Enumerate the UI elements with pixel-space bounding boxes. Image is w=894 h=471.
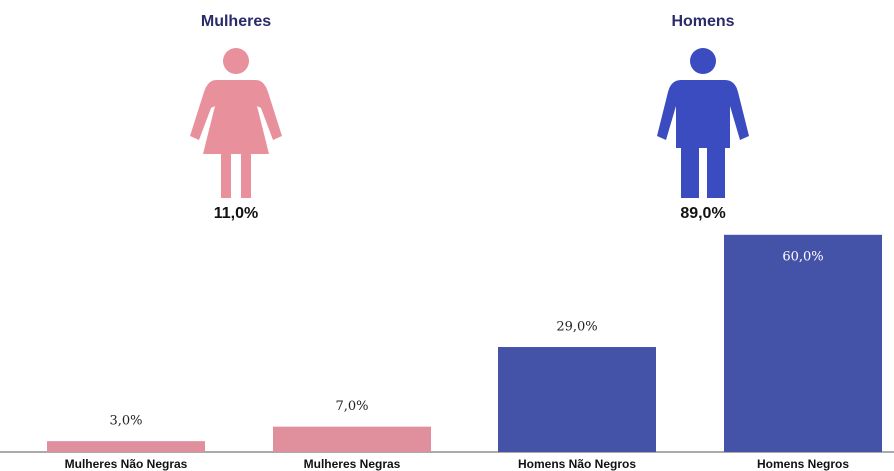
group-value: 11,0%: [214, 205, 258, 222]
person-icon: [657, 48, 749, 198]
bar: [498, 347, 656, 452]
value-label: 29,0%: [556, 320, 597, 335]
bar: [47, 441, 205, 452]
group-title: Mulheres: [201, 13, 271, 30]
x-tick-label: Mulheres Negras: [304, 457, 401, 471]
group-value: 89,0%: [680, 205, 725, 222]
value-label: 60,0%: [782, 249, 823, 264]
value-label: 3,0%: [109, 414, 142, 429]
x-tick-label: Homens Negros: [757, 457, 849, 471]
bar: [724, 234, 882, 452]
icon-head: [223, 48, 249, 74]
x-tick-label: Homens Não Negros: [518, 457, 636, 471]
bar: [273, 426, 431, 452]
icon-head: [690, 48, 716, 74]
icon-body: [657, 80, 749, 198]
value-label: 7,0%: [335, 399, 368, 414]
x-tick-label: Mulheres Não Negras: [65, 457, 188, 471]
group-title: Homens: [671, 13, 734, 30]
icon-body: [190, 80, 282, 198]
person-icon: [190, 48, 282, 198]
